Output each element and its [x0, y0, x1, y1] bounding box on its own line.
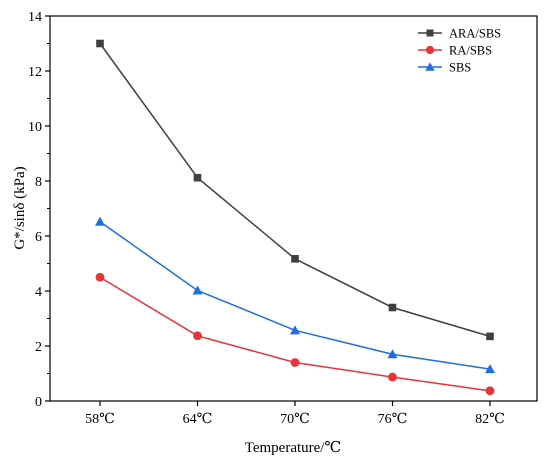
- y-tick-label: 14: [28, 10, 42, 25]
- data-point: [193, 173, 202, 182]
- legend-item: SBS: [418, 61, 471, 75]
- data-point: [388, 303, 397, 312]
- legend: ARA/SBS RA/SBS SBS: [418, 27, 501, 75]
- x-tick-label: 70℃: [280, 412, 310, 427]
- legend-item: ARA/SBS: [418, 27, 501, 41]
- data-point: [486, 332, 494, 341]
- data-point: [95, 216, 105, 226]
- data-point: [95, 272, 105, 282]
- data-point: [193, 331, 202, 341]
- axes: 0 2 4 6 8 10 12 14 58℃ 64℃ 70℃ 76℃ 82℃: [28, 10, 538, 427]
- legend-marker: [425, 62, 435, 71]
- series-line: [99, 221, 491, 370]
- series-line: [99, 43, 491, 338]
- x-axis-title: Temperature/℃: [245, 440, 342, 456]
- data-point: [290, 358, 300, 367]
- y-tick-label: 8: [35, 175, 42, 190]
- x-tick-label: 76℃: [378, 412, 408, 427]
- series-ra-sbs: [95, 272, 495, 396]
- series-ara-sbs: [96, 39, 494, 341]
- legend-label: SBS: [449, 61, 471, 75]
- data-point: [96, 39, 104, 48]
- series-sbs: [95, 216, 495, 374]
- x-tick-label: 64℃: [183, 412, 213, 427]
- data-point: [485, 386, 495, 396]
- data-point: [388, 372, 397, 382]
- legend-item: RA/SBS: [418, 44, 492, 58]
- legend-marker: [426, 29, 434, 37]
- y-tick-label: 0: [35, 395, 42, 410]
- x-tick-label: 82℃: [475, 412, 505, 427]
- legend-label: RA/SBS: [449, 44, 492, 58]
- series-lines: [95, 39, 495, 396]
- y-tick-label: 12: [28, 65, 42, 80]
- y-tick-label: 6: [35, 230, 42, 245]
- y-axis-title: G*/sinδ (kPa): [12, 166, 28, 249]
- legend-label: ARA/SBS: [449, 27, 501, 41]
- data-point: [290, 325, 300, 335]
- data-point: [291, 255, 299, 263]
- legend-marker: [425, 45, 435, 55]
- y-tick-label: 4: [35, 285, 42, 300]
- data-point: [485, 364, 495, 374]
- y-tick-label: 2: [35, 340, 42, 355]
- x-tick-label: 58℃: [85, 412, 115, 427]
- data-point: [387, 349, 398, 359]
- y-tick-label: 10: [28, 120, 42, 135]
- data-point: [192, 285, 203, 295]
